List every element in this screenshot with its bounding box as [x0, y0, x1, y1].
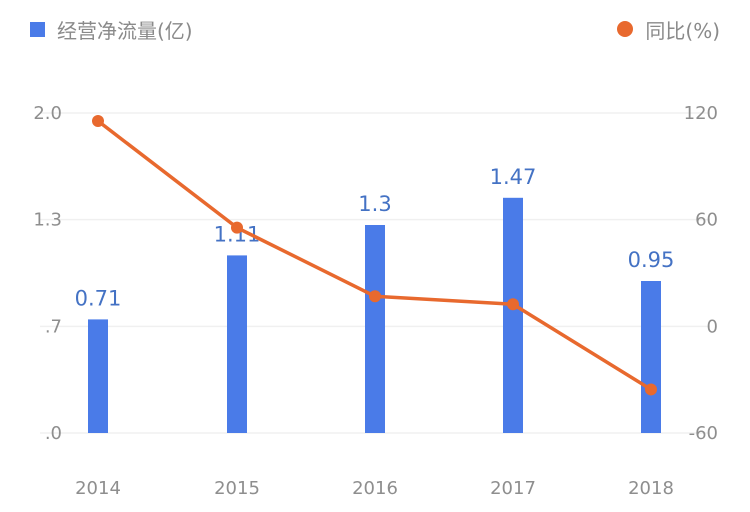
x-axis-label: 2017	[490, 478, 536, 499]
legend-dot-icon	[617, 21, 634, 37]
bar-2014[interactable]	[88, 319, 108, 433]
legend-square-icon	[30, 21, 45, 37]
yoy-point-2015[interactable]	[231, 221, 243, 234]
right-axis-tick: 0	[707, 316, 718, 337]
right-axis-tick: -60	[689, 423, 718, 444]
bar-value-label: 1.3	[358, 192, 391, 216]
left-axis-tick: 1.3	[33, 210, 62, 231]
bar-value-label: 0.95	[628, 248, 675, 272]
left-axis-tick: .7	[45, 316, 62, 337]
bar-2017[interactable]	[503, 197, 523, 433]
yoy-point-2016[interactable]	[369, 290, 381, 303]
yoy-point-2014[interactable]	[92, 115, 104, 127]
x-axis-label: 2016	[352, 478, 398, 499]
bar-value-label: 0.71	[75, 286, 122, 310]
right-axis-tick: 60	[695, 210, 718, 231]
left-axis-tick: 2.0	[33, 103, 62, 124]
legend-bars-label: 经营净流量(亿)	[57, 18, 193, 43]
right-axis-tick: 120	[684, 103, 718, 124]
yoy-point-2018[interactable]	[645, 383, 657, 396]
x-axis-label: 2014	[75, 478, 121, 499]
bar-2018[interactable]	[641, 281, 661, 433]
bar-2015[interactable]	[227, 255, 247, 433]
bar-value-label: 1.47	[490, 165, 537, 189]
yoy-point-2017[interactable]	[507, 298, 519, 311]
bar-2016[interactable]	[365, 225, 385, 433]
legend-line-label: 同比(%)	[645, 18, 720, 43]
left-axis-tick: .0	[45, 423, 62, 444]
legend-line[interactable]: 同比(%)	[617, 14, 720, 44]
x-axis-label: 2018	[628, 478, 674, 499]
x-axis-label: 2015	[214, 478, 260, 499]
legend-bars[interactable]: 经营净流量(亿)	[30, 14, 193, 44]
